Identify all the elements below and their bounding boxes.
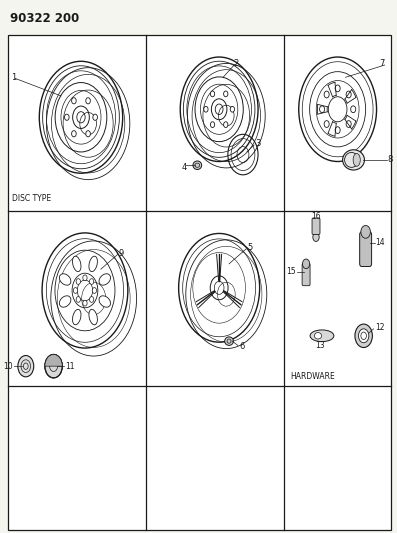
Text: 6: 6 <box>239 342 245 351</box>
Text: 90322 200: 90322 200 <box>10 12 79 25</box>
Text: 16: 16 <box>311 213 321 221</box>
Ellipse shape <box>89 256 97 272</box>
Text: 4: 4 <box>181 164 187 172</box>
FancyBboxPatch shape <box>302 263 310 286</box>
Wedge shape <box>45 354 62 366</box>
Circle shape <box>210 91 215 97</box>
Circle shape <box>335 85 340 92</box>
Circle shape <box>355 324 372 348</box>
Text: 15: 15 <box>287 268 296 276</box>
Circle shape <box>351 106 356 112</box>
Circle shape <box>313 233 319 241</box>
Circle shape <box>303 259 310 269</box>
Text: 10: 10 <box>3 362 13 370</box>
Circle shape <box>65 114 69 120</box>
Text: 8: 8 <box>388 156 393 164</box>
Circle shape <box>93 114 97 120</box>
Text: 2: 2 <box>233 60 238 68</box>
Circle shape <box>83 300 87 306</box>
Circle shape <box>86 131 91 137</box>
Circle shape <box>73 288 78 293</box>
Ellipse shape <box>193 161 202 169</box>
Circle shape <box>224 122 228 127</box>
Ellipse shape <box>60 274 71 285</box>
Circle shape <box>76 279 81 285</box>
Circle shape <box>71 98 76 104</box>
Circle shape <box>324 120 329 127</box>
Text: 3: 3 <box>255 140 260 148</box>
Circle shape <box>204 107 208 112</box>
Text: 12: 12 <box>375 324 384 332</box>
Ellipse shape <box>89 309 97 325</box>
Circle shape <box>86 98 91 104</box>
Text: 1: 1 <box>11 73 16 82</box>
Ellipse shape <box>73 256 81 272</box>
Ellipse shape <box>73 309 81 325</box>
Circle shape <box>89 296 94 302</box>
Circle shape <box>71 131 76 137</box>
Circle shape <box>89 279 94 285</box>
Text: 7: 7 <box>380 60 385 68</box>
Text: 11: 11 <box>66 362 75 370</box>
Ellipse shape <box>99 274 110 285</box>
Text: DISC TYPE: DISC TYPE <box>12 195 51 203</box>
Circle shape <box>230 107 235 112</box>
Ellipse shape <box>99 296 110 307</box>
FancyBboxPatch shape <box>360 232 372 266</box>
Circle shape <box>45 354 62 378</box>
Circle shape <box>335 127 340 134</box>
Circle shape <box>346 91 351 98</box>
Ellipse shape <box>60 296 71 307</box>
Text: 9: 9 <box>119 249 124 257</box>
Ellipse shape <box>310 330 334 342</box>
Circle shape <box>83 275 87 281</box>
Ellipse shape <box>353 154 360 166</box>
Circle shape <box>92 288 96 293</box>
Circle shape <box>210 122 215 127</box>
Ellipse shape <box>343 150 364 170</box>
FancyBboxPatch shape <box>312 218 320 235</box>
Circle shape <box>358 329 369 343</box>
Circle shape <box>324 91 329 98</box>
Text: 13: 13 <box>315 341 325 350</box>
Circle shape <box>18 356 34 377</box>
Text: 14: 14 <box>376 238 385 247</box>
Circle shape <box>320 106 325 112</box>
Text: 5: 5 <box>247 244 252 252</box>
Text: HARDWARE: HARDWARE <box>290 373 335 381</box>
Circle shape <box>346 120 351 127</box>
Ellipse shape <box>314 333 322 339</box>
Circle shape <box>361 225 370 238</box>
Ellipse shape <box>225 337 233 345</box>
Circle shape <box>224 91 228 97</box>
Circle shape <box>76 296 81 302</box>
